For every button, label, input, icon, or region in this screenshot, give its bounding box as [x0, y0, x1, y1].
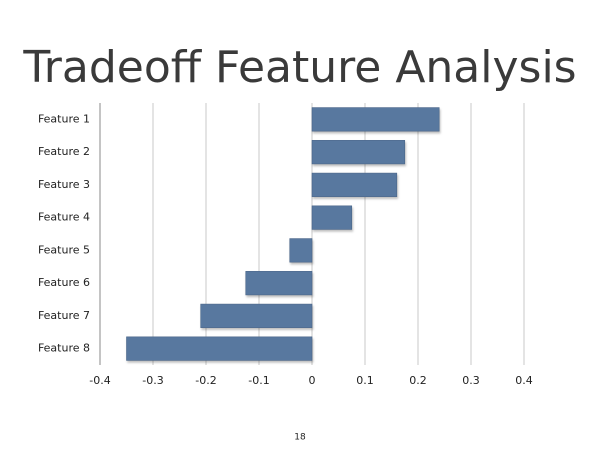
- bar: [200, 303, 313, 328]
- bar: [311, 107, 440, 132]
- x-tick-label: 0.2: [409, 374, 427, 387]
- bar: [311, 140, 406, 165]
- x-tick-label: -0.2: [195, 374, 216, 387]
- x-tick-label: 0: [309, 374, 316, 387]
- x-tick-label: -0.3: [142, 374, 163, 387]
- bar: [311, 205, 353, 230]
- bar: [311, 172, 398, 197]
- y-tick-label: Feature 2: [38, 145, 90, 158]
- chart-title: Tradeoff Feature Analysis: [22, 42, 576, 93]
- x-tick-label: -0.1: [248, 374, 269, 387]
- x-tick-label: 0.4: [515, 374, 533, 387]
- y-tick-label: Feature 6: [38, 276, 90, 289]
- x-tick-label: 0.3: [462, 374, 480, 387]
- bar: [289, 238, 313, 263]
- y-tick-label: Feature 3: [38, 178, 90, 191]
- y-tick-label: Feature 4: [38, 211, 90, 224]
- page-number: 18: [294, 433, 306, 443]
- bar: [245, 271, 313, 296]
- y-tick-label: Feature 5: [38, 243, 90, 256]
- x-tick-label: 0.1: [356, 374, 374, 387]
- y-tick-label: Feature 8: [38, 342, 90, 355]
- y-tick-label: Feature 1: [38, 112, 90, 125]
- y-tick-label: Feature 7: [38, 309, 90, 322]
- bar: [126, 336, 313, 361]
- x-tick-label: -0.4: [89, 374, 110, 387]
